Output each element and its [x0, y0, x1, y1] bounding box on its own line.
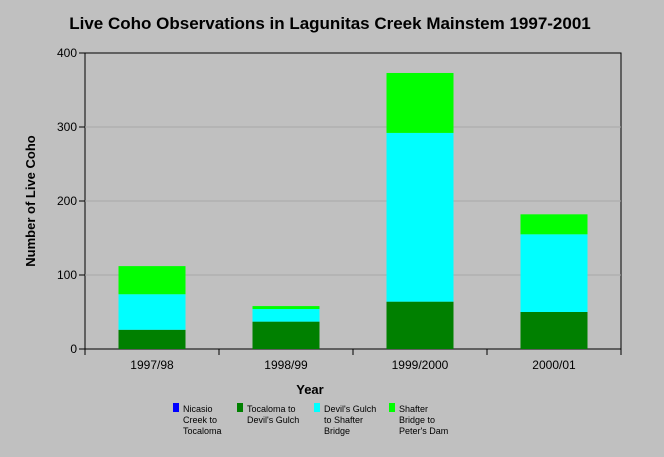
x-tick-label: 2000/01: [532, 358, 576, 372]
y-axis-ticks: 0 100 200 300 400: [57, 46, 85, 356]
bar-segment: [520, 214, 588, 235]
y-axis-title: Number of Live Coho: [23, 135, 38, 267]
legend-label: Creek to: [183, 415, 217, 425]
y-tick-label: 300: [57, 120, 77, 134]
legend-label: Devil's Gulch: [324, 404, 376, 414]
legend-swatch: [389, 403, 395, 412]
bar-segment: [520, 234, 588, 312]
bar-segment: [386, 301, 454, 349]
x-tick-label: 1997/98: [130, 358, 174, 372]
bar-segment: [118, 266, 186, 295]
bar-segment: [118, 329, 186, 349]
legend-label: Devil's Gulch: [247, 415, 299, 425]
legend-label: Tocaloma to: [247, 404, 296, 414]
legend-label: Shafter: [399, 404, 428, 414]
legend-swatch: [237, 403, 243, 412]
x-tick-label: 1999/2000: [392, 358, 449, 372]
bars: [118, 72, 588, 349]
bar-segment: [118, 294, 186, 330]
y-tick-label: 400: [57, 46, 77, 60]
y-tick-label: 100: [57, 268, 77, 282]
legend-label: Tocaloma: [183, 426, 222, 436]
legend-label: Nicasio: [183, 404, 213, 414]
bar-segment: [520, 312, 588, 349]
legend-swatch: [173, 403, 179, 412]
x-tick-label: 1998/99: [264, 358, 308, 372]
x-axis-ticks: 1997/98 1998/99 1999/2000 2000/01: [84, 349, 622, 372]
bar-segment: [252, 306, 320, 310]
bar-segment: [386, 72, 454, 133]
legend-label: Peter's Dam: [399, 426, 448, 436]
bar-segment: [386, 132, 454, 302]
y-tick-label: 200: [57, 194, 77, 208]
legend-label: Bridge to: [399, 415, 435, 425]
y-tick-label: 0: [70, 342, 77, 356]
chart-title: Live Coho Observations in Lagunitas Cree…: [69, 14, 591, 33]
bar-segment: [252, 309, 320, 322]
bar-segment: [252, 321, 320, 349]
legend-swatch: [314, 403, 320, 412]
legend-label: to Shafter: [324, 415, 363, 425]
x-axis-title: Year: [296, 382, 323, 397]
legend-label: Bridge: [324, 426, 350, 436]
